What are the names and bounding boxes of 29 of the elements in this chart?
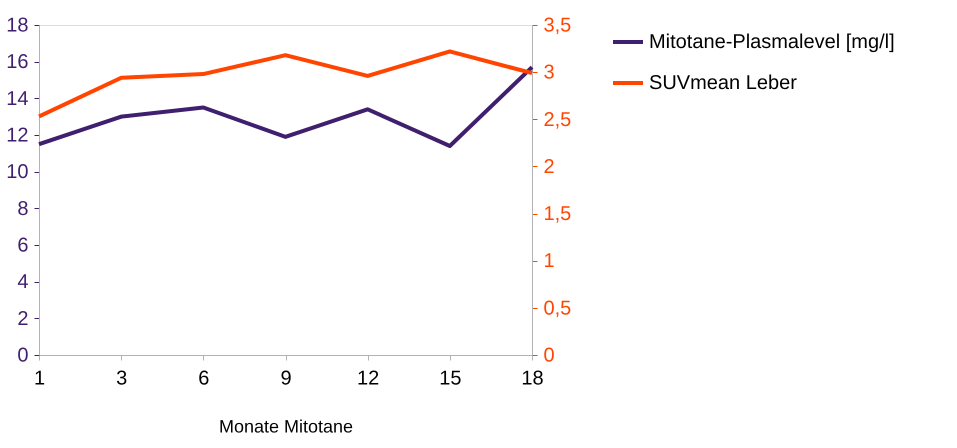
- x-axis-title: Monate Mitotane: [218, 416, 354, 436]
- y2-tick-label: 3,5: [544, 14, 572, 36]
- x-tick-label: 3: [116, 368, 128, 390]
- y2-tick-label: 1,5: [544, 203, 572, 226]
- y2-tick-label: 0: [544, 344, 555, 366]
- y2-tick-label: 0,5: [544, 297, 572, 320]
- y-tick-label: 6: [17, 234, 28, 256]
- legend-label: Mitotane-Plasmalevel [mg/l]: [649, 31, 895, 53]
- x-tick-label: 6: [198, 368, 210, 390]
- y2-tick-label: 2,5: [544, 108, 572, 131]
- y-tick-label: 12: [6, 124, 28, 146]
- y-tick-label: 0: [17, 344, 28, 366]
- legend-label: SUVmean Leber: [649, 72, 798, 94]
- x-tick-label: 9: [280, 368, 292, 390]
- y-tick-label: 4: [17, 271, 28, 294]
- y-tick-label: 16: [6, 51, 28, 74]
- x-tick-label: 1: [34, 368, 46, 390]
- y-tick-label: 8: [17, 198, 28, 220]
- y-tick-label: 14: [6, 88, 28, 110]
- y2-tick-label: 1: [544, 250, 555, 272]
- x-tick-label: 15: [439, 368, 462, 390]
- y-tick-label: 18: [6, 14, 28, 36]
- y2-tick-label: 3: [544, 62, 555, 84]
- line-series: [37, 65, 534, 148]
- y-tick-label: 10: [6, 161, 28, 184]
- x-tick-label: 18: [521, 368, 544, 390]
- x-tick-label: 12: [357, 368, 380, 390]
- y2-tick-label: 2: [544, 156, 555, 178]
- y-tick-label: 2: [17, 308, 28, 330]
